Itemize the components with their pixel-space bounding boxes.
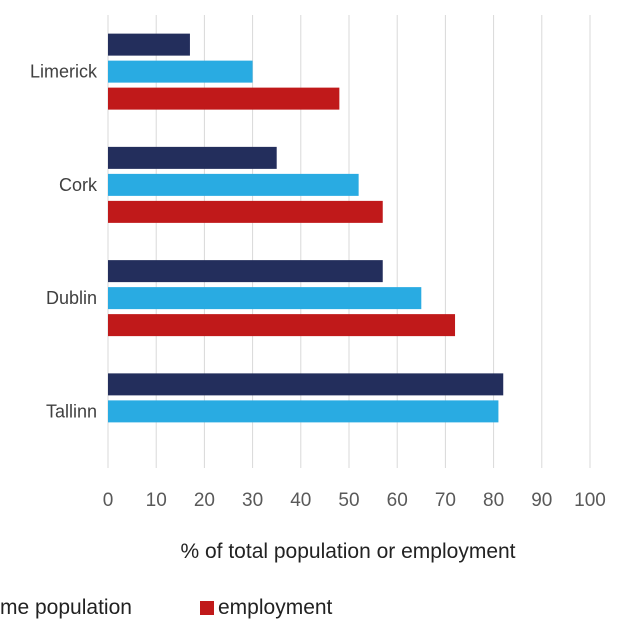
category-label: Cork bbox=[59, 175, 98, 195]
bar-chart: Limerick Cork Dublin Tallinn 0 10 20 30 40 50 60 7… bbox=[30, 15, 606, 563]
category-label: Dublin bbox=[46, 288, 97, 308]
bar bbox=[108, 260, 383, 283]
x-tick-label: 30 bbox=[242, 490, 263, 511]
legend-label-population: me population bbox=[0, 596, 132, 619]
x-tick-label: 60 bbox=[387, 490, 408, 511]
x-tick-label: 10 bbox=[146, 490, 167, 511]
bar bbox=[108, 400, 499, 423]
x-axis-label: % of total population or employment bbox=[180, 540, 515, 563]
x-tick-label: 0 bbox=[103, 490, 114, 511]
legend-item-employment: employment bbox=[200, 596, 332, 620]
x-tick-label: 40 bbox=[290, 490, 311, 511]
x-tick-label: 100 bbox=[574, 490, 606, 511]
gridlines bbox=[107, 15, 591, 468]
bar bbox=[108, 60, 253, 83]
legend-label-employment: employment bbox=[218, 596, 333, 619]
bar bbox=[108, 287, 422, 310]
x-tick-labels: 0 10 20 30 40 50 60 70 80 90 100 bbox=[103, 490, 606, 511]
x-tick-label: 70 bbox=[435, 490, 456, 511]
bar bbox=[108, 373, 504, 396]
legend-item-population: me population bbox=[0, 596, 132, 620]
category-label: Tallinn bbox=[46, 401, 97, 421]
category-labels: Limerick Cork Dublin Tallinn bbox=[30, 62, 98, 422]
bar bbox=[108, 33, 190, 56]
legend-swatch-employment bbox=[200, 601, 214, 615]
x-tick-label: 90 bbox=[531, 490, 552, 511]
bar bbox=[108, 200, 383, 223]
bars bbox=[108, 33, 504, 423]
bar bbox=[108, 87, 340, 110]
bar bbox=[108, 314, 456, 337]
x-tick-label: 80 bbox=[483, 490, 504, 511]
legend: me population employment bbox=[0, 596, 629, 626]
x-tick-label: 50 bbox=[338, 490, 359, 511]
bar bbox=[108, 173, 359, 196]
category-label: Limerick bbox=[30, 62, 98, 82]
x-tick-label: 20 bbox=[194, 490, 215, 511]
bar bbox=[108, 146, 277, 169]
